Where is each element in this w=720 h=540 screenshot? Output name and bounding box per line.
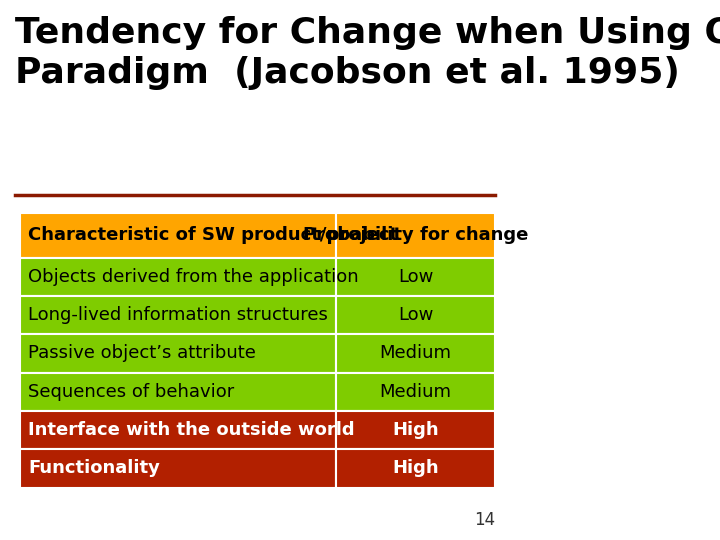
FancyBboxPatch shape (20, 213, 336, 258)
Text: Characteristic of SW product/project: Characteristic of SW product/project (28, 226, 398, 245)
Text: Sequences of behavior: Sequences of behavior (28, 383, 234, 401)
FancyBboxPatch shape (20, 334, 336, 373)
Text: High: High (392, 460, 438, 477)
FancyBboxPatch shape (336, 373, 495, 411)
Text: 14: 14 (474, 511, 495, 529)
Text: Objects derived from the application: Objects derived from the application (28, 268, 359, 286)
Text: Passive object’s attribute: Passive object’s attribute (28, 345, 256, 362)
FancyBboxPatch shape (336, 213, 495, 258)
Text: Medium: Medium (379, 383, 451, 401)
Text: Functionality: Functionality (28, 460, 160, 477)
FancyBboxPatch shape (336, 296, 495, 334)
FancyBboxPatch shape (336, 411, 495, 449)
FancyBboxPatch shape (20, 411, 336, 449)
FancyBboxPatch shape (336, 334, 495, 373)
Text: Interface with the outside world: Interface with the outside world (28, 421, 355, 439)
FancyBboxPatch shape (336, 258, 495, 296)
FancyBboxPatch shape (20, 296, 336, 334)
FancyBboxPatch shape (20, 373, 336, 411)
Text: Medium: Medium (379, 345, 451, 362)
Text: High: High (392, 421, 438, 439)
Text: Probability for change: Probability for change (303, 226, 528, 245)
FancyBboxPatch shape (336, 449, 495, 488)
Text: Low: Low (397, 268, 433, 286)
Text: Long-lived information structures: Long-lived information structures (28, 306, 328, 324)
Text: Tendency for Change when Using OO
Paradigm  (Jacobson et al. 1995): Tendency for Change when Using OO Paradi… (15, 16, 720, 90)
FancyBboxPatch shape (20, 258, 336, 296)
Text: Low: Low (397, 306, 433, 324)
FancyBboxPatch shape (20, 449, 336, 488)
